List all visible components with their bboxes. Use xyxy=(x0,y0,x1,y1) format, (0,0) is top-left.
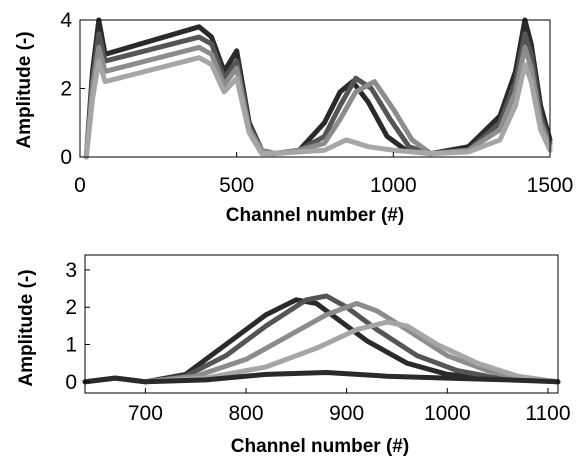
top-series-line-4 xyxy=(83,55,553,160)
bottom-y-tick-label: 1 xyxy=(65,334,77,357)
bottom-y-tick-label: 3 xyxy=(65,259,77,282)
bottom-y-tick-label: 2 xyxy=(65,296,77,319)
bottom-y-ticks: 0 1 2 3 xyxy=(65,259,90,394)
top-series-line-2 xyxy=(83,31,553,160)
bottom-x-ticks: 700 800 900 1000 1100 xyxy=(128,388,571,425)
top-series-line-1 xyxy=(83,17,553,160)
top-y-tick-label: 0 xyxy=(60,146,72,169)
top-y-tick-label: 4 xyxy=(60,9,72,32)
top-y-tick-label: 2 xyxy=(60,78,72,101)
bottom-chart-panel: 700 800 900 1000 1100 0 1 2 3 Channel number (#… xyxy=(16,254,571,457)
bottom-x-tick-label: 1100 xyxy=(525,402,570,425)
bottom-x-tick-label: 1000 xyxy=(424,402,471,425)
bottom-y-tick-label: 0 xyxy=(65,371,77,394)
top-x-tick-label: 1500 xyxy=(527,174,574,197)
bottom-series-line-5 xyxy=(82,370,561,385)
top-y-axis-label: Amplitude (-) xyxy=(14,31,35,148)
bottom-axes-frame xyxy=(84,254,559,394)
top-chart-panel: 0 500 1000 1500 0 2 4 Channel number (#) Ampl… xyxy=(14,9,573,226)
bottom-x-tick-label: 900 xyxy=(329,402,364,425)
top-series-line-3 xyxy=(83,44,553,160)
top-x-ticks: 0 500 1000 1500 xyxy=(74,152,573,197)
bottom-x-tick-label: 800 xyxy=(228,402,263,425)
top-x-tick-label: 500 xyxy=(219,174,254,197)
top-x-tick-label: 0 xyxy=(74,174,86,197)
top-x-axis-label: Channel number (#) xyxy=(226,205,404,226)
top-plot-area xyxy=(83,17,553,160)
bottom-series-line-3 xyxy=(82,301,561,385)
top-y-ticks: 0 2 4 xyxy=(60,9,85,169)
bottom-x-axis-label: Channel number (#) xyxy=(231,436,409,457)
top-x-tick-label: 1000 xyxy=(370,174,417,197)
bottom-plot-area xyxy=(82,293,561,385)
bottom-y-axis-label: Amplitude (-) xyxy=(16,269,37,386)
bottom-x-tick-label: 700 xyxy=(128,402,163,425)
